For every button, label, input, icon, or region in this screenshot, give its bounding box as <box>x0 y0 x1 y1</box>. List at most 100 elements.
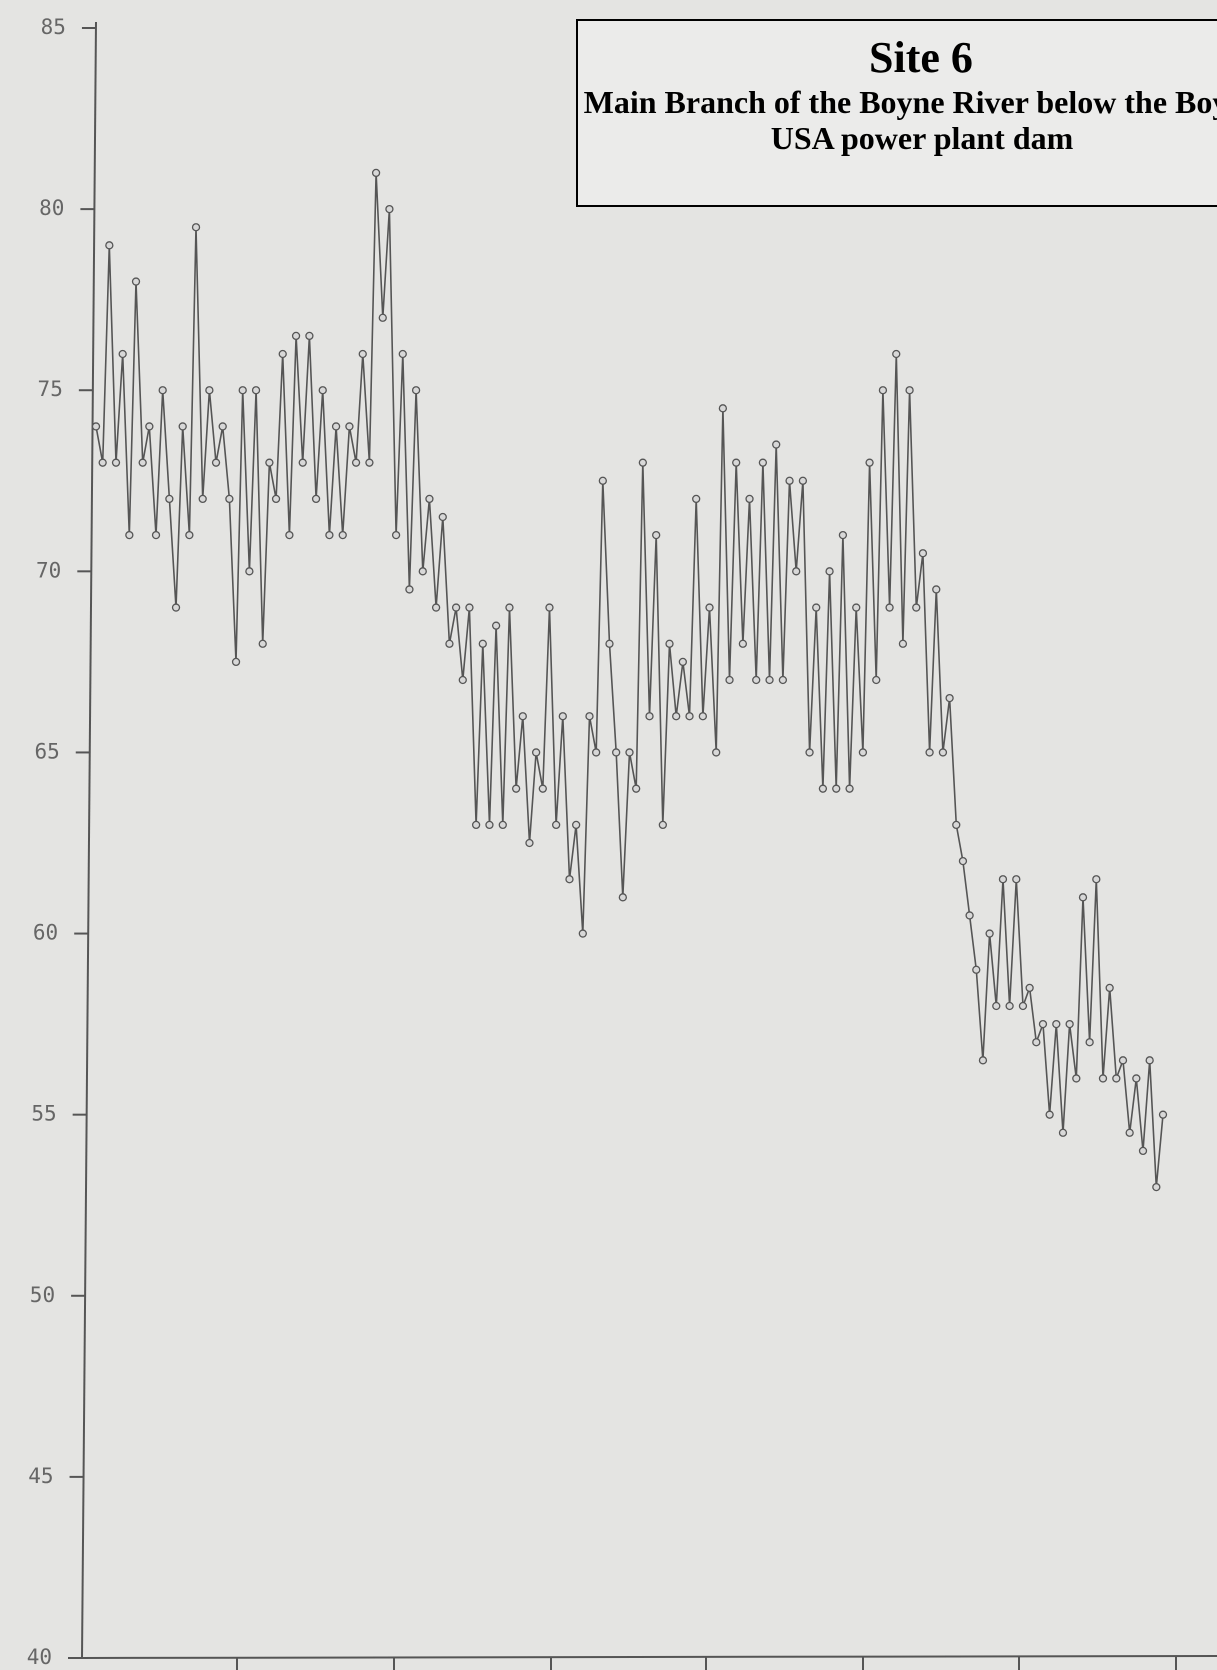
data-point <box>752 675 761 685</box>
y-tick-label: 70 <box>36 558 61 582</box>
data-point <box>1038 1019 1048 1029</box>
data-point <box>305 331 314 341</box>
data-point <box>551 820 561 830</box>
data-point <box>205 386 214 395</box>
data-point <box>652 530 661 540</box>
data-point <box>118 349 127 359</box>
data-point <box>1152 1182 1161 1192</box>
data-point <box>1098 1074 1108 1083</box>
data-point <box>218 422 227 431</box>
data-point <box>685 712 694 721</box>
data-point <box>1118 1056 1128 1065</box>
data-point <box>145 422 154 431</box>
data-point <box>878 386 888 395</box>
y-tick-label: 75 <box>38 377 63 401</box>
data-point <box>805 748 814 757</box>
data-point <box>1052 1019 1061 1029</box>
data-point <box>898 639 908 648</box>
data-point <box>131 277 141 286</box>
data-point <box>565 875 574 884</box>
data-point <box>665 639 674 648</box>
data-point <box>125 530 134 540</box>
data-point <box>538 784 547 793</box>
data-point <box>525 838 534 848</box>
data-point <box>331 422 341 431</box>
data-point <box>191 223 201 232</box>
data-point <box>812 603 821 612</box>
data-point <box>238 386 247 395</box>
data-point <box>151 530 161 540</box>
data-point <box>211 458 221 467</box>
data-point <box>785 476 794 485</box>
data-point <box>572 820 581 830</box>
data-point <box>378 313 387 322</box>
data-point <box>798 476 808 485</box>
data-point <box>765 675 774 685</box>
data-point <box>465 603 474 612</box>
data-point <box>585 712 594 721</box>
x-axis <box>81 1655 1217 1659</box>
data-point <box>638 458 647 467</box>
y-tick-label: 80 <box>39 196 64 220</box>
data-point <box>1065 1019 1074 1029</box>
data-point <box>265 458 274 467</box>
data-point <box>398 349 407 359</box>
data-point <box>978 1056 988 1065</box>
data-point <box>658 820 667 830</box>
data-point <box>592 748 601 757</box>
data-point <box>598 476 607 485</box>
data-point <box>138 458 147 467</box>
data-point <box>618 893 627 902</box>
data-point <box>278 349 287 359</box>
data-point <box>271 494 281 504</box>
data-point <box>431 603 441 612</box>
data-point <box>325 530 334 540</box>
data-point <box>245 567 254 576</box>
data-point <box>291 331 301 341</box>
data-point <box>952 820 961 830</box>
data-point <box>872 675 881 685</box>
y-axis <box>81 21 97 1659</box>
data-point <box>1072 1074 1081 1083</box>
data-point <box>732 458 741 467</box>
data-point <box>225 494 234 504</box>
data-point <box>338 530 347 540</box>
data-point <box>365 458 374 467</box>
data-point <box>91 422 101 431</box>
y-tick-label: 40 <box>27 1645 52 1669</box>
data-point <box>111 458 121 467</box>
data-point <box>738 639 748 648</box>
data-point <box>992 1001 1001 1011</box>
data-point <box>858 748 868 757</box>
data-point <box>451 603 461 612</box>
data-point <box>458 675 467 685</box>
data-point <box>1045 1110 1054 1119</box>
data-point <box>1145 1056 1154 1065</box>
data-point <box>612 748 621 757</box>
data-point <box>231 657 241 667</box>
data-point <box>425 494 434 504</box>
data-point <box>645 712 654 721</box>
data-point <box>1025 983 1034 993</box>
data-point <box>625 748 634 757</box>
data-point <box>938 748 948 757</box>
data-point <box>672 712 681 721</box>
data-point <box>698 712 708 721</box>
title-box <box>576 19 1217 207</box>
data-point <box>852 603 861 612</box>
data-point <box>845 784 854 793</box>
data-point <box>178 422 187 431</box>
data-point <box>965 911 974 920</box>
data-point <box>705 603 714 612</box>
data-point <box>678 657 687 667</box>
data-point <box>1058 1128 1068 1137</box>
data-point <box>505 603 514 612</box>
data-point <box>725 675 734 685</box>
data-point <box>905 386 914 395</box>
data-point <box>545 603 554 612</box>
data-point <box>985 929 994 938</box>
data-point <box>511 784 521 793</box>
y-tick-label: 65 <box>34 739 59 763</box>
data-point <box>385 204 394 214</box>
